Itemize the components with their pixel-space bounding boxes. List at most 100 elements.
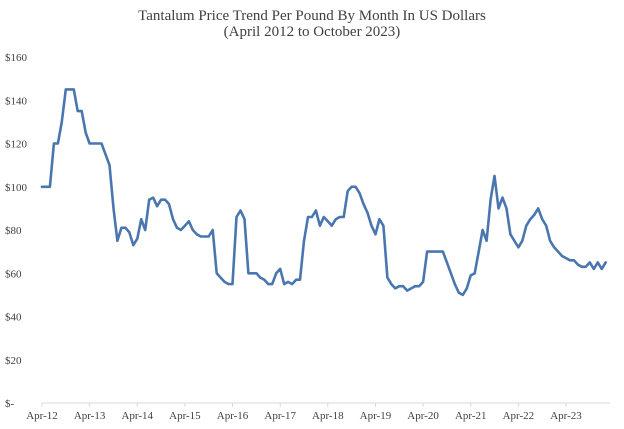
data-point xyxy=(88,142,91,145)
x-tick-label: Apr-19 xyxy=(360,410,392,422)
data-point xyxy=(513,240,516,243)
data-point xyxy=(96,142,99,145)
data-point xyxy=(331,224,334,227)
data-point xyxy=(188,220,191,223)
data-point xyxy=(327,220,330,223)
data-point xyxy=(477,250,480,253)
data-point xyxy=(529,218,532,221)
data-point xyxy=(505,207,508,210)
data-point xyxy=(370,224,373,227)
chart-subtitle: (April 2012 to October 2023) xyxy=(223,24,401,40)
data-point xyxy=(350,186,353,189)
data-point xyxy=(469,274,472,277)
data-point xyxy=(100,142,103,145)
data-point xyxy=(593,268,596,271)
y-tick-label: $140 xyxy=(5,95,28,107)
x-tick-label: Apr-22 xyxy=(503,410,535,422)
data-point xyxy=(604,261,607,264)
data-point xyxy=(112,207,115,210)
data-point xyxy=(211,229,214,232)
data-point xyxy=(466,287,469,290)
data-point xyxy=(259,276,262,279)
data-point xyxy=(124,227,127,230)
data-point xyxy=(108,164,111,167)
data-point xyxy=(295,278,298,281)
data-point xyxy=(45,186,48,189)
data-point xyxy=(311,216,314,219)
data-point xyxy=(426,250,429,253)
data-point xyxy=(196,233,199,236)
data-point xyxy=(493,175,496,178)
data-point xyxy=(247,272,250,275)
data-point xyxy=(573,259,576,262)
data-point xyxy=(80,110,83,113)
data-point xyxy=(41,186,44,189)
x-tick-label: Apr-23 xyxy=(550,410,582,422)
data-point xyxy=(156,205,159,208)
data-point xyxy=(279,268,282,271)
data-point xyxy=(362,203,365,206)
data-point xyxy=(557,250,560,253)
data-point xyxy=(132,244,135,247)
data-point xyxy=(120,227,123,230)
data-point xyxy=(434,250,437,253)
data-point xyxy=(207,235,210,238)
data-point xyxy=(545,224,548,227)
data-point xyxy=(69,88,72,91)
data-point xyxy=(227,283,230,286)
data-point xyxy=(541,218,544,221)
data-point xyxy=(235,216,238,219)
data-point xyxy=(84,131,87,134)
y-tick-label: $80 xyxy=(5,225,22,237)
data-point xyxy=(501,196,504,199)
data-point xyxy=(446,261,449,264)
data-point xyxy=(374,233,377,236)
data-point xyxy=(53,142,56,145)
data-point xyxy=(581,266,584,269)
data-point xyxy=(366,211,369,214)
data-point xyxy=(204,235,207,238)
data-point xyxy=(537,207,540,210)
data-point xyxy=(442,250,445,253)
data-point xyxy=(390,283,393,286)
data-point xyxy=(192,229,195,232)
data-point xyxy=(589,261,592,264)
data-point xyxy=(489,198,492,201)
price-series-line xyxy=(40,88,607,297)
data-point xyxy=(275,272,278,275)
data-point xyxy=(342,216,345,219)
x-tick-label: Apr-14 xyxy=(121,410,153,422)
data-point xyxy=(561,255,564,258)
data-point xyxy=(521,240,524,243)
data-point xyxy=(176,227,179,230)
data-point xyxy=(517,246,520,249)
data-point xyxy=(597,261,600,264)
data-point xyxy=(402,285,405,288)
data-point xyxy=(172,218,175,221)
y-tick-label: $- xyxy=(5,398,15,410)
data-point xyxy=(565,257,568,260)
data-point xyxy=(184,224,187,227)
data-point xyxy=(152,196,155,199)
data-point xyxy=(406,289,409,292)
data-point xyxy=(180,229,183,232)
data-point xyxy=(386,276,389,279)
data-point xyxy=(481,229,484,232)
data-point xyxy=(485,240,488,243)
data-point xyxy=(263,278,266,281)
y-tick-label: $60 xyxy=(5,268,22,280)
data-point xyxy=(303,240,306,243)
data-point xyxy=(239,209,242,212)
data-point xyxy=(450,272,453,275)
chart-title: Tantalum Price Trend Per Pound By Month … xyxy=(138,8,486,24)
x-tick-label: Apr-12 xyxy=(26,410,58,422)
y-tick-label: $40 xyxy=(5,312,22,324)
data-point xyxy=(251,272,254,275)
data-point xyxy=(49,186,52,189)
data-point xyxy=(65,88,68,91)
data-point xyxy=(136,237,139,240)
data-point xyxy=(497,207,500,210)
data-point xyxy=(223,281,226,284)
data-point xyxy=(346,190,349,193)
